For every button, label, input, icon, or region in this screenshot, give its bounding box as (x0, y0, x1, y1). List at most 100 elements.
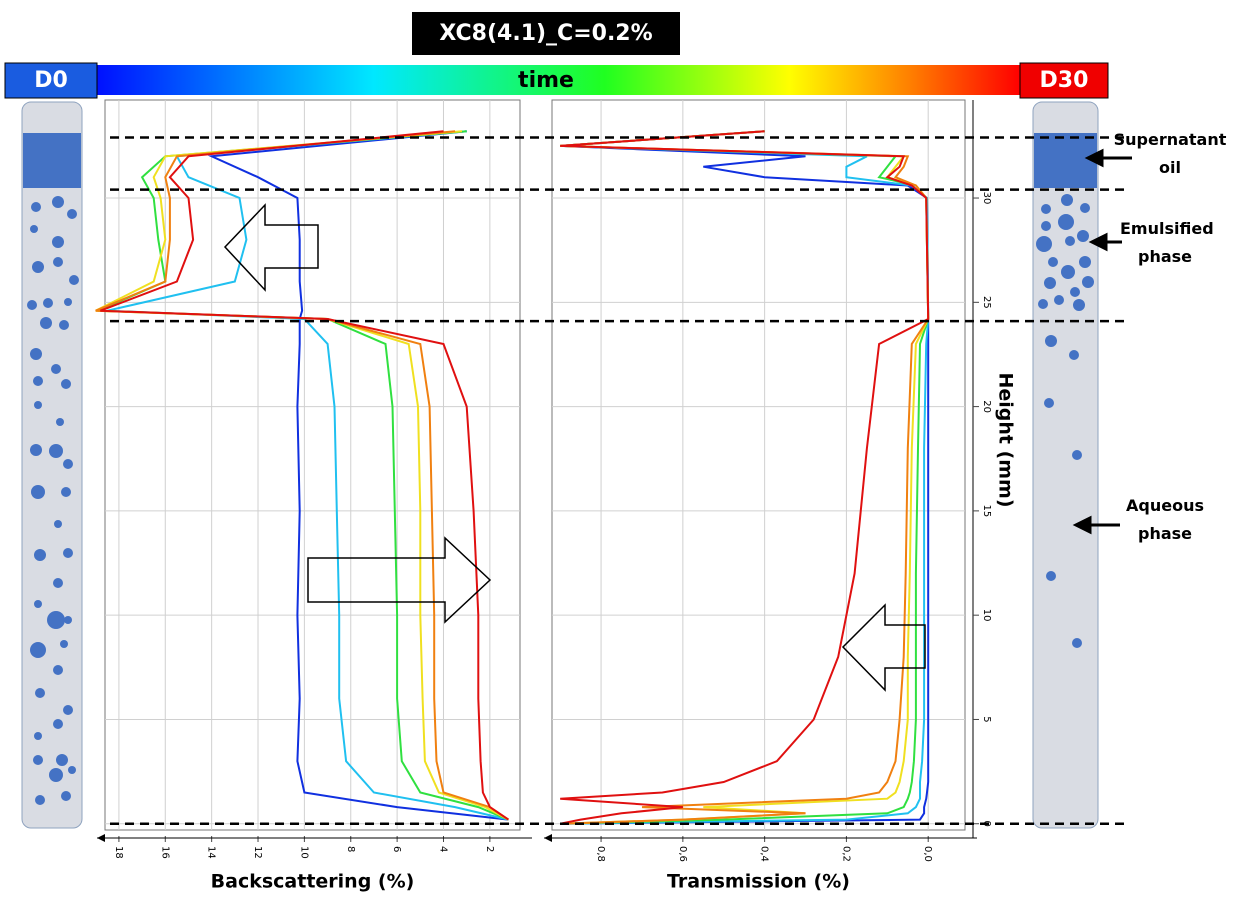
profile-line (97, 130, 509, 821)
profile-line (95, 130, 509, 821)
x-tick-label: 2 (484, 846, 495, 852)
bubble (52, 196, 64, 208)
oil-layer (1034, 133, 1097, 188)
bubble (1038, 299, 1048, 309)
x-tick-label: 12 (252, 846, 263, 859)
d0-label: D0 (34, 68, 68, 93)
bubble (67, 209, 77, 219)
profile-line (95, 130, 509, 821)
profile-line (100, 130, 509, 821)
bubble (1061, 194, 1073, 206)
bubble (1041, 204, 1051, 214)
x-axis-title: Transmission (%) (667, 871, 850, 893)
plot-area (104, 99, 521, 831)
bubble (61, 791, 71, 801)
bubble (63, 705, 73, 715)
arrow (841, 603, 926, 692)
bubble (1058, 214, 1074, 230)
time-label: time (518, 68, 574, 93)
pointer-head (1084, 148, 1104, 168)
bubble (56, 418, 64, 426)
oil-layer (23, 133, 81, 188)
bubble (30, 348, 42, 360)
bubble (49, 444, 63, 458)
bubble (35, 795, 45, 805)
y-tick-label: 5 (981, 716, 992, 722)
bubble (30, 642, 46, 658)
bubble (27, 300, 37, 310)
bubble (1054, 295, 1064, 305)
bubble (1077, 230, 1089, 242)
profile-line (560, 130, 930, 825)
bubble (64, 298, 72, 306)
bubble (34, 401, 42, 409)
bubble (61, 487, 71, 497)
bubble (43, 298, 53, 308)
bubble (31, 485, 45, 499)
bubble (1082, 276, 1094, 288)
pointer-head (1088, 232, 1108, 252)
y-tick-label: 15 (981, 505, 992, 518)
bubble (1044, 398, 1054, 408)
d0-box (4, 62, 98, 99)
bubble (30, 444, 42, 456)
pointer-head (1072, 515, 1092, 535)
y-tick-label: 25 (981, 296, 992, 309)
profile-line (207, 130, 509, 821)
bubble (56, 754, 68, 766)
bubble (1072, 450, 1082, 460)
profile-line (560, 130, 930, 825)
bubble (53, 665, 63, 675)
bubble (53, 578, 63, 588)
x-tick-label: 8 (345, 846, 356, 852)
bubble (32, 261, 44, 273)
bubble (1080, 203, 1090, 213)
bubble (40, 317, 52, 329)
bubble (64, 616, 72, 624)
bubble (60, 640, 68, 648)
bubble (33, 376, 43, 386)
x-tick-label: 0,2 (840, 846, 851, 862)
x-tick-label: 0,8 (595, 846, 606, 862)
x-tick-label: 10 (298, 846, 309, 859)
bubble (34, 600, 42, 608)
x-tick-label: 16 (159, 846, 170, 859)
phase-label: Aqueous phase (1126, 496, 1204, 543)
bubble (51, 364, 61, 374)
profile-line (560, 130, 930, 825)
bubble (1065, 236, 1075, 246)
bubble (1079, 256, 1091, 268)
bubble (1036, 236, 1052, 252)
bubble (1069, 350, 1079, 360)
bubble (31, 202, 41, 212)
bubble (1044, 277, 1056, 289)
arrow (223, 203, 319, 292)
bubble (1045, 335, 1057, 347)
axis-arrow (97, 834, 105, 842)
bubble (54, 520, 62, 528)
bubble (1041, 221, 1051, 231)
title-box (412, 12, 680, 55)
bubble (1073, 299, 1085, 311)
x-tick-label: 6 (391, 846, 402, 852)
bubble (68, 766, 76, 774)
y-tick-label: 10 (981, 609, 992, 622)
bubble (49, 768, 63, 782)
bubble (1048, 257, 1058, 267)
phase-label: Supernatant oil (1113, 130, 1227, 177)
profile-line (560, 130, 930, 825)
d30-label: D30 (1040, 68, 1089, 93)
y-tick-label: 30 (981, 192, 992, 205)
x-tick-label: 4 (437, 846, 448, 852)
x-tick-label: 18 (113, 846, 124, 859)
bubble (34, 549, 46, 561)
x-tick-label: 0,4 (759, 846, 770, 862)
profile-line (560, 130, 930, 825)
bubble (1046, 571, 1056, 581)
y-axis-title: Height (mm) (995, 372, 1017, 507)
d30-box (1019, 62, 1109, 99)
bubble (1070, 287, 1080, 297)
x-tick-label: 0,0 (922, 846, 933, 862)
bubble (52, 236, 64, 248)
